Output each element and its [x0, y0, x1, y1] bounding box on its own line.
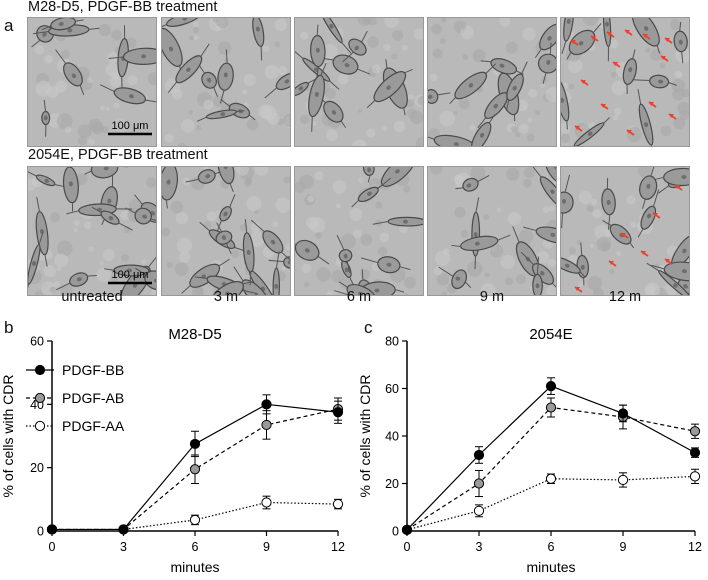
cdr-arrow-icon	[570, 39, 579, 46]
data-point-pdgf-bb	[473, 449, 485, 461]
cdr-arrow-icon	[642, 33, 651, 40]
cdr-arrow-icon	[620, 232, 629, 239]
data-point-pdgf-bb	[261, 399, 272, 410]
y-tick-label: 60	[30, 335, 44, 349]
legend-marker	[34, 420, 46, 432]
data-point-pdgf-aa	[473, 505, 485, 516]
panel-label-b: b	[4, 318, 14, 337]
data-point-pdgf-ab	[545, 402, 557, 413]
cdr-arrow-icon	[600, 103, 609, 110]
data-point-pdgf-bb	[545, 381, 557, 392]
cdr-arrow-icon	[664, 37, 673, 44]
x-tick-label: 0	[404, 540, 411, 554]
data-point-pdgf-aa	[261, 497, 272, 508]
row2-title: 2054E, PDGF-BB treatment	[28, 147, 208, 163]
data-point-pdgf-bb	[189, 438, 201, 450]
column-label-untreated: untreated	[61, 289, 123, 305]
micrograph-row1-col2	[161, 17, 291, 147]
data-point-pdgf-bb	[332, 407, 344, 418]
x-tick-label: 6	[192, 540, 199, 554]
cdr-arrow-icon	[668, 113, 677, 120]
data-point-pdgf-ab	[261, 419, 272, 431]
panel-label-a: a	[4, 16, 14, 35]
x-tick-label: 3	[476, 540, 483, 554]
panel-label-c: c	[364, 318, 373, 337]
x-axis-label: minutes	[526, 559, 575, 575]
scale-bar-label: 100 μm	[112, 120, 149, 132]
cdr-arrow-icon	[608, 260, 617, 267]
data-point-pdgf-aa	[332, 498, 344, 510]
micrograph-row2-col2	[161, 166, 291, 296]
cdr-arrow-icon	[626, 129, 635, 136]
y-tick-label: 40	[385, 430, 399, 444]
cdr-arrow-icon	[664, 258, 673, 265]
y-tick-label: 20	[30, 461, 44, 475]
series-line-pdgf-ab	[406, 406, 696, 531]
cdr-arrow-icon	[674, 184, 683, 191]
legend-marker	[34, 392, 46, 404]
micrograph-row2-col3	[294, 166, 424, 296]
series-line-pdgf-aa	[406, 475, 696, 531]
data-point-pdgf-aa	[545, 473, 557, 484]
y-tick-label: 20	[385, 477, 399, 491]
scale-bar-label: 100 μm	[112, 269, 149, 281]
y-tick-label: 60	[385, 382, 399, 396]
x-tick-label: 9	[263, 540, 270, 554]
x-tick-label: 12	[688, 540, 702, 554]
row1-title: M28-D5, PDGF-BB treatment	[28, 0, 218, 15]
data-point-pdgf-bb	[118, 524, 129, 535]
legend-label: PDGF-AA	[62, 418, 125, 434]
cdr-arrow-icon	[590, 35, 599, 42]
cdr-arrow-icon	[580, 79, 589, 86]
cdr-arrow-icon	[652, 212, 661, 219]
column-label-12m: 12 m	[608, 289, 642, 305]
x-tick-label: 3	[120, 540, 127, 554]
micrograph-row2-col5	[560, 166, 690, 296]
y-tick-label: 0	[392, 525, 399, 539]
micrograph-row2-col4	[427, 166, 557, 296]
micrograph-row1-col4	[427, 17, 557, 147]
x-tick-label: 6	[548, 540, 555, 554]
chart-title: 2054E	[529, 326, 572, 343]
data-point-pdgf-aa	[189, 514, 201, 526]
y-axis-label: % of cells with CDR	[357, 375, 373, 498]
x-tick-label: 9	[620, 540, 627, 554]
legend-label: PDGF-BB	[62, 362, 124, 378]
column-label-9m: 9 m	[479, 289, 505, 305]
data-point-pdgf-ab	[473, 478, 485, 489]
x-tick-label: 0	[49, 540, 56, 554]
x-tick-label: 12	[331, 540, 345, 554]
cdr-arrow-icon	[624, 29, 633, 36]
x-axis-label: minutes	[170, 559, 219, 575]
cdr-arrow-icon	[648, 101, 657, 108]
data-point-pdgf-bb	[689, 447, 701, 458]
cdr-arrow-icon	[640, 250, 649, 257]
chart-2054e: 2054E 0 20 40 60 80 0 3 6 9 12 minutes % of cells wi…	[357, 326, 702, 575]
cdr-arrow-icon	[574, 286, 583, 293]
y-tick-label: 0	[37, 525, 44, 539]
legend-label: PDGF-AB	[62, 390, 124, 406]
data-point-pdgf-ab	[689, 426, 701, 437]
data-point-pdgf-aa	[689, 471, 701, 482]
column-label-6m: 6 m	[346, 289, 372, 305]
y-axis-label: % of cells with CDR	[0, 375, 16, 498]
cdr-arrow-icon	[660, 55, 669, 62]
micrograph-row1-col3	[294, 17, 424, 147]
data-point-pdgf-aa	[617, 474, 629, 486]
cdr-arrow-icon	[574, 125, 583, 132]
data-point-pdgf-bb	[401, 524, 413, 535]
y-tick-label: 80	[385, 335, 399, 349]
data-point-pdgf-bb	[46, 524, 58, 535]
data-point-pdgf-ab	[189, 464, 201, 475]
legend-marker	[34, 364, 46, 376]
micrograph-row2-col1: 100 μm	[27, 166, 157, 296]
micrograph-row1-col1: 100 μm	[27, 17, 157, 147]
micrograph-row1-col5	[560, 17, 690, 147]
cdr-arrow-icon	[606, 31, 615, 38]
data-point-pdgf-bb	[617, 408, 629, 419]
cdr-arrow-icon	[612, 61, 621, 68]
column-label-3m: 3 m	[213, 289, 239, 305]
chart-title: M28-D5	[168, 326, 221, 343]
